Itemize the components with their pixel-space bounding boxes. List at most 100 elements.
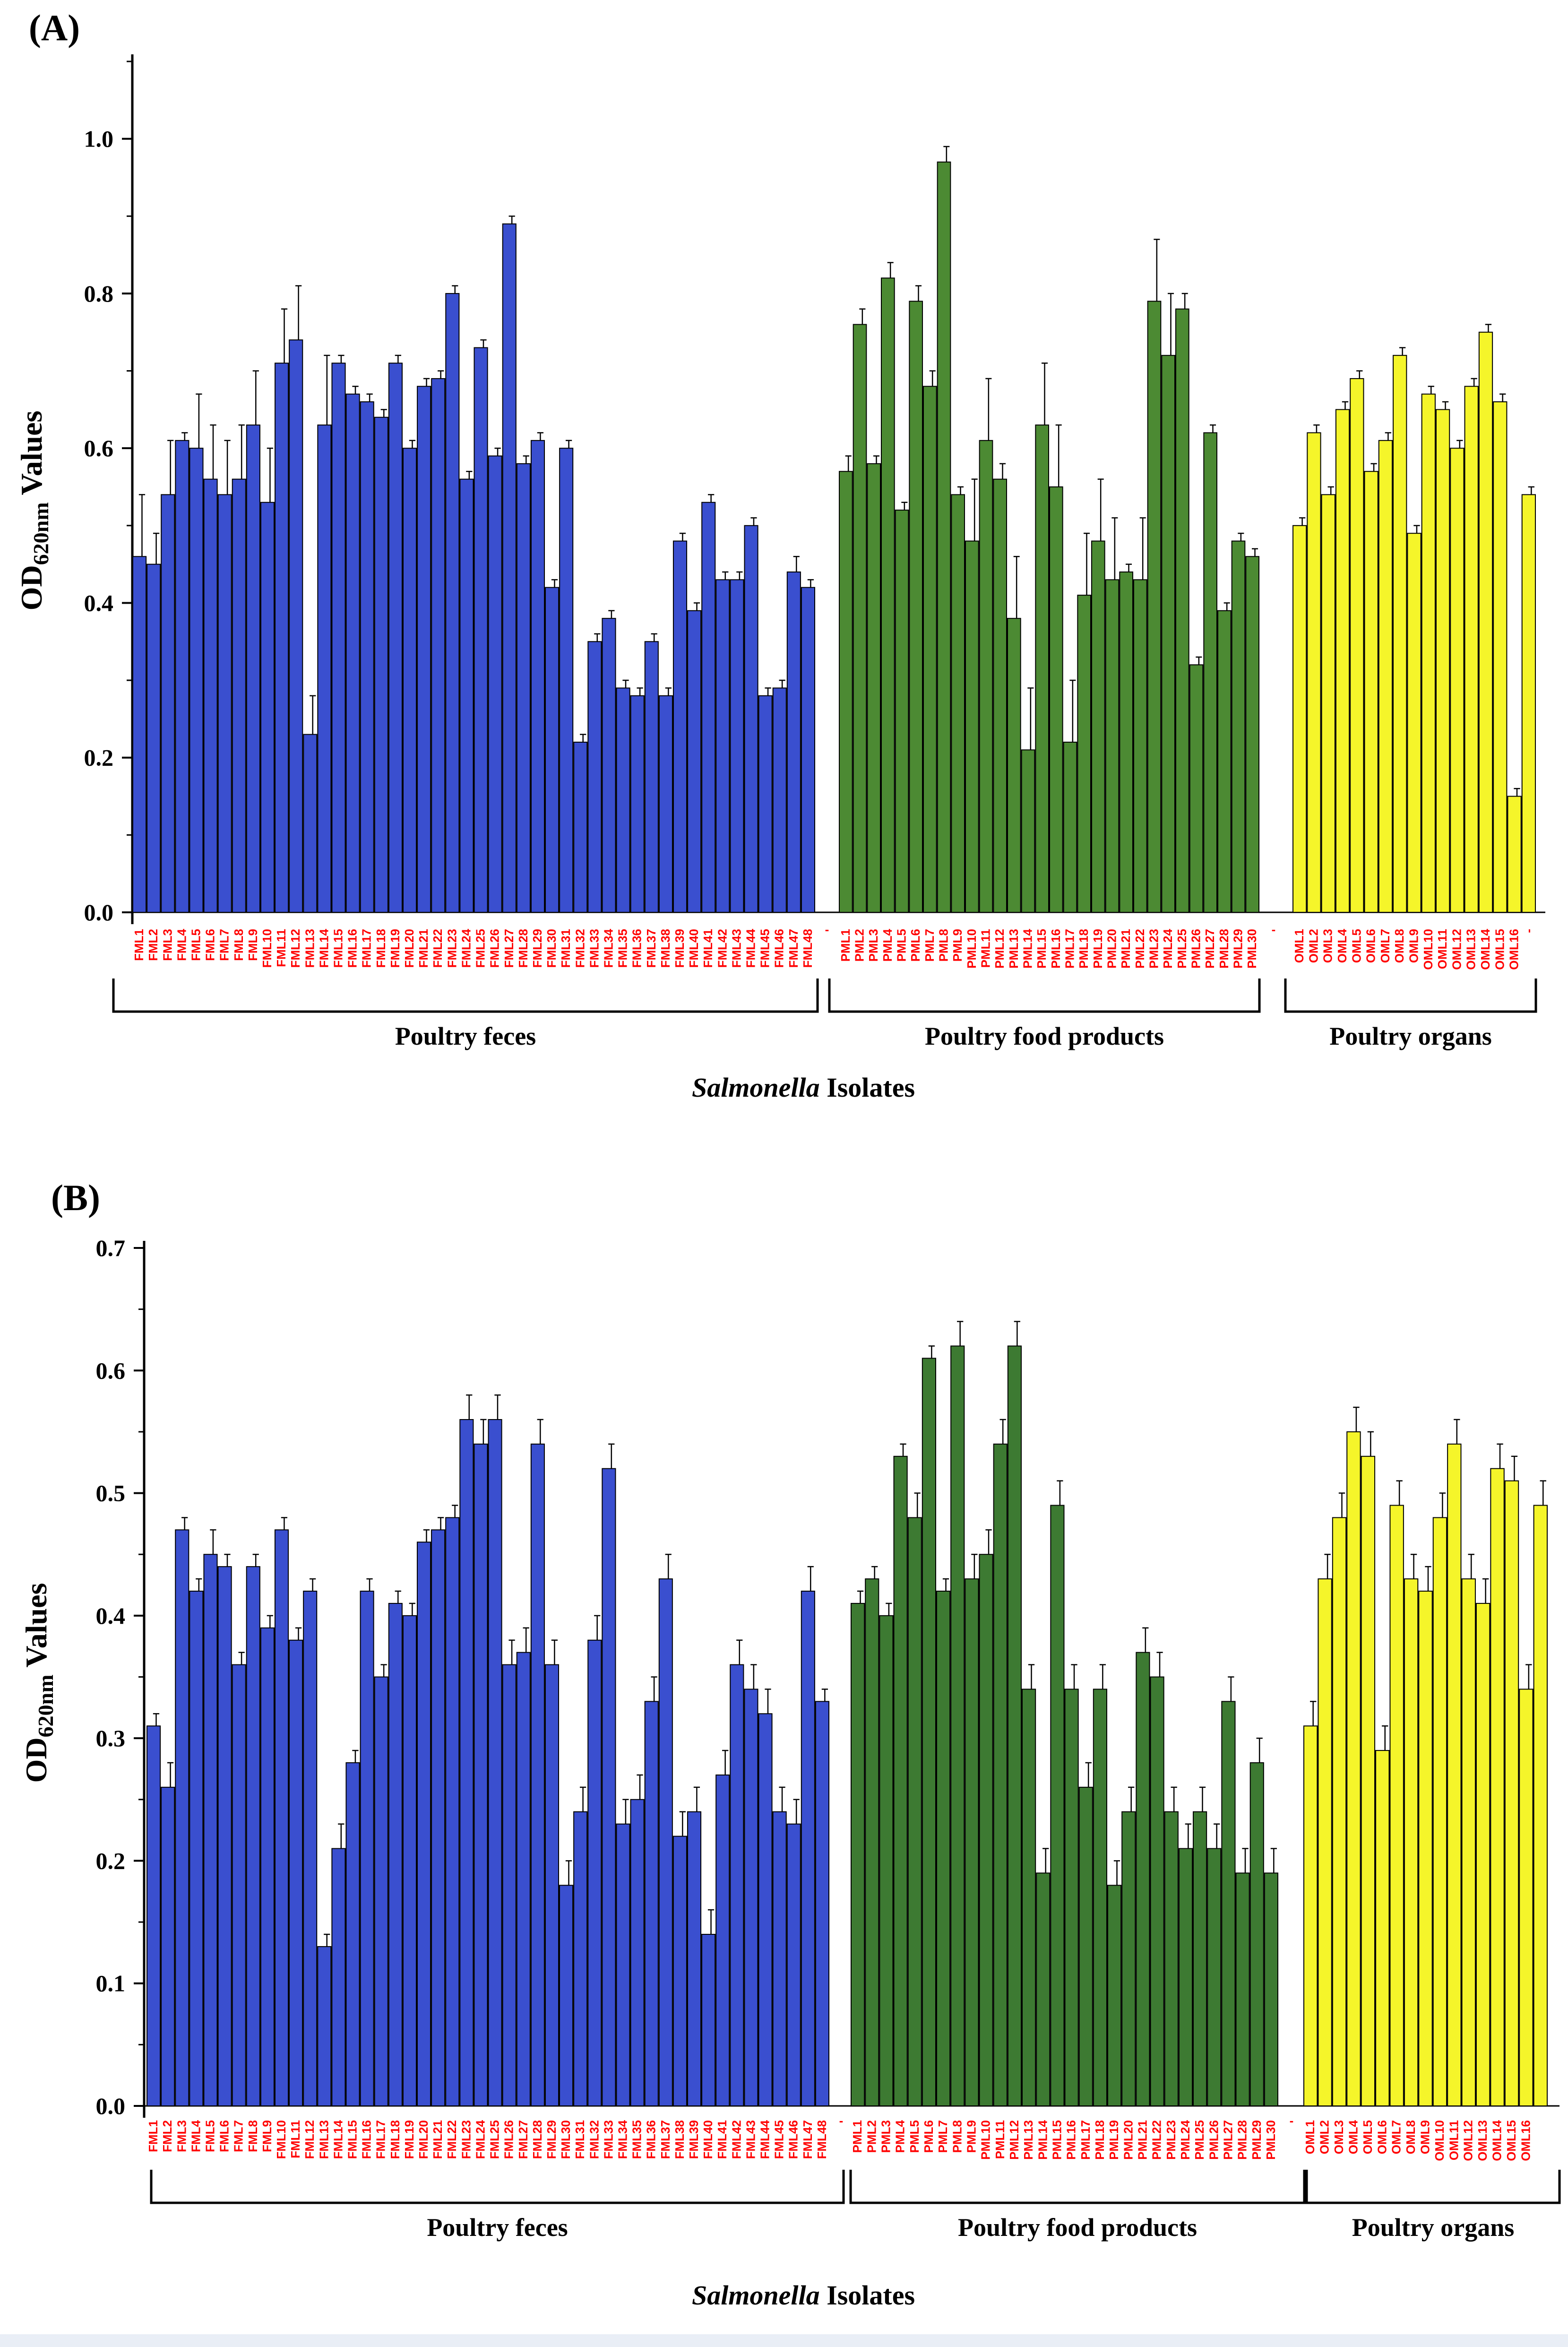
x-tick-label-oml13: OML13 [1464, 929, 1478, 970]
bar-pml7 [936, 1591, 951, 2106]
bar-fml34 [616, 1823, 630, 2106]
x-tick-label-pml11: PML11 [993, 2120, 1007, 2159]
bar-pml30 [1264, 1872, 1278, 2107]
x-tick-label-fml33: FML33 [587, 929, 601, 968]
bar-fml28 [516, 463, 531, 913]
bar-fml10 [274, 1529, 289, 2106]
y-axis-title-od: OD [15, 565, 48, 610]
bar-pml10 [965, 540, 979, 913]
bar-fml7 [217, 494, 232, 913]
x-tick-label-pml18: PML18 [1093, 2120, 1107, 2160]
x-separator-tick-label: - [839, 2113, 844, 2128]
x-tick-label-fml11: FML11 [288, 2120, 302, 2158]
x-tick-label-fml41: FML41 [715, 2120, 729, 2159]
y-tick-label: 0.0 [96, 2093, 126, 2119]
x-tick-label-pml27: PML27 [1221, 2120, 1235, 2160]
x-tick-label-fml22: FML22 [445, 2120, 459, 2159]
bar-fml32 [587, 1639, 602, 2107]
bar-pml14 [1021, 749, 1035, 913]
bar-oml11 [1447, 1443, 1462, 2106]
x-tick-label-fml20: FML20 [402, 929, 416, 968]
x-tick-label-fml31: FML31 [559, 929, 573, 968]
bar-fml45 [758, 695, 773, 913]
x-tick-label-fml9: FML9 [246, 929, 260, 961]
x-tick-label-fml7: FML7 [217, 929, 232, 961]
x-tick-label-pml21: PML21 [1135, 2120, 1149, 2160]
x-tick-label-fml25: FML25 [474, 929, 488, 968]
bar-fml43 [744, 1689, 758, 2106]
x-tick-label-pml14: PML14 [1035, 2120, 1050, 2159]
x-tick-label-fml5: FML5 [189, 929, 203, 961]
x-tick-label-fml1: FML1 [146, 2120, 160, 2152]
x-tick-label-fml44: FML44 [758, 2120, 772, 2159]
x-tick-label-fml33: FML33 [601, 2120, 615, 2159]
bar-fml43 [730, 579, 744, 913]
bar-oml1 [1292, 525, 1307, 913]
x-tick-label-pml11: PML11 [979, 929, 993, 968]
bar-fml29 [544, 1664, 560, 2107]
x-tick-label-fml5: FML5 [203, 2120, 217, 2152]
x-tick-label-fml37: FML37 [658, 2120, 672, 2159]
x-tick-label-oml6: OML6 [1364, 929, 1378, 963]
bar-fml14 [331, 1848, 346, 2106]
bar-fml29 [530, 440, 545, 913]
x-tick-label-oml9: OML9 [1407, 929, 1421, 963]
x-tick-label-fml17: FML17 [360, 929, 374, 968]
y-axis-title-sub: 620nm [29, 502, 53, 565]
x-tick-label-oml14: OML14 [1478, 928, 1492, 970]
x-tick-label-fml3: FML3 [174, 2120, 189, 2152]
x-tick-label-pml19: PML19 [1107, 2120, 1121, 2160]
bar-fml40 [687, 610, 702, 913]
group-bracket [1305, 2170, 1561, 2204]
bar-oml6 [1375, 1750, 1390, 2107]
bar-oml3 [1332, 1517, 1347, 2106]
bar-fml15 [345, 1762, 360, 2106]
x-tick-label-pml6: PML6 [922, 2120, 936, 2153]
y-axis-title-values: Values [15, 411, 48, 502]
y-tick-label: 0.1 [96, 1970, 126, 1997]
bar-fml36 [644, 1701, 659, 2107]
x-tick-label-fml16: FML16 [345, 929, 360, 968]
x-tick-label-oml13: OML13 [1475, 2120, 1490, 2161]
bar-pml20 [1105, 579, 1120, 913]
bar-fml16 [345, 393, 360, 913]
x-tick-label-pml20: PML20 [1105, 929, 1119, 969]
bar-oml15 [1493, 401, 1508, 913]
bar-pml12 [993, 478, 1007, 913]
bar-pml6 [922, 1358, 937, 2106]
x-tick-label-fml18: FML18 [388, 2120, 402, 2159]
bar-pml13 [1022, 1689, 1036, 2106]
bar-oml5 [1361, 1455, 1376, 2106]
bar-fml3 [175, 1529, 190, 2106]
bar-pml12 [1007, 1345, 1022, 2106]
bar-pml15 [1035, 424, 1049, 913]
bar-pml19 [1107, 1885, 1122, 2106]
x-tick-label-pml9: PML9 [950, 929, 965, 961]
bar-pml20 [1121, 1811, 1136, 2107]
x-tick-label-oml1: OML1 [1303, 2120, 1317, 2154]
bar-extra [1521, 494, 1536, 913]
bar-fml28 [530, 1443, 545, 2106]
x-tick-label-oml4: OML4 [1335, 928, 1349, 963]
x-tick-label-oml2: OML2 [1318, 2120, 1332, 2154]
group-bracket [150, 2170, 845, 2204]
x-tick-label-pml12: PML12 [992, 929, 1007, 969]
x-tick-label-fml27: FML27 [516, 2120, 530, 2159]
bar-fml5 [189, 448, 204, 913]
bar-fml12 [289, 339, 303, 913]
bar-fml40 [701, 1934, 716, 2106]
bar-pml28 [1217, 610, 1232, 913]
bar-fml42 [730, 1664, 744, 2107]
bar-oml6 [1364, 471, 1378, 913]
x-tick-label-fml26: FML26 [502, 2120, 516, 2159]
bar-fml19 [388, 363, 403, 913]
bar-pml16 [1049, 486, 1063, 913]
bar-fml32 [573, 742, 588, 913]
bar-fml35 [616, 687, 630, 913]
x-tick-label-fml15: FML15 [331, 929, 345, 968]
x-tick-label-pml1: PML1 [838, 929, 853, 961]
bar-pml3 [867, 463, 881, 913]
x-tick-label-fml43: FML43 [729, 929, 743, 968]
x-tick-label-fml7: FML7 [232, 2120, 246, 2152]
